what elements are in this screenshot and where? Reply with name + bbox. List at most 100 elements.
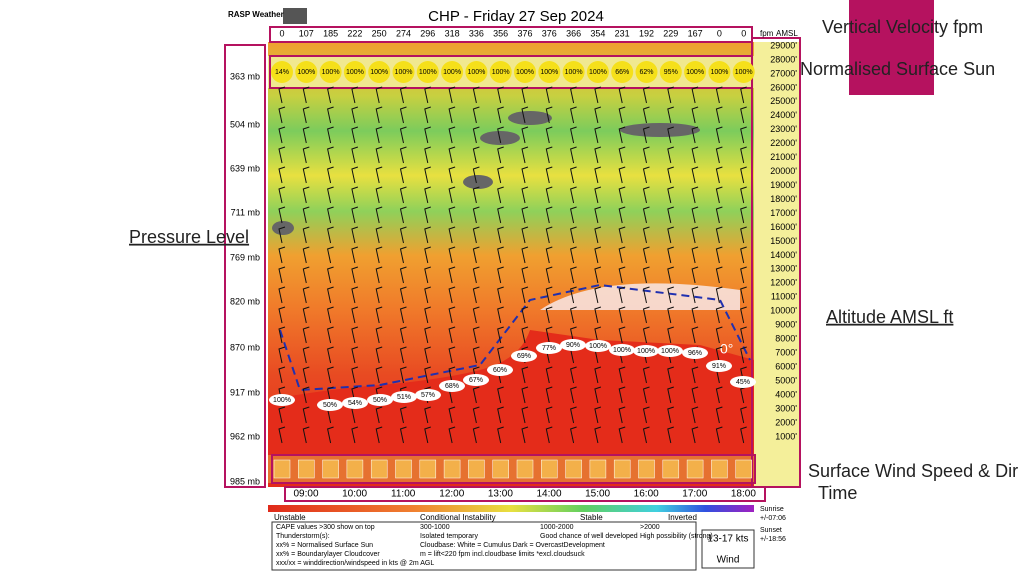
wind-barb <box>327 426 334 444</box>
wind-barb <box>448 406 456 424</box>
wind-label-bg <box>735 459 752 479</box>
annotation: Altitude AMSL ft <box>826 307 953 327</box>
wind-barb <box>351 226 359 244</box>
wind-label-bg <box>370 459 388 479</box>
vertical-velocity: 318 <box>445 28 460 38</box>
time: 11:00 <box>391 489 416 500</box>
surface-sun: 95% <box>664 69 678 76</box>
wind-barb <box>399 246 407 264</box>
wind-barb <box>472 266 480 284</box>
time: 17:00 <box>682 489 707 500</box>
vertical-velocity: 376 <box>517 28 532 38</box>
wind-barb <box>521 226 529 244</box>
wind-barb <box>448 86 456 104</box>
cloud-cover: 50% <box>323 402 337 409</box>
sun-marker <box>514 61 536 83</box>
wind-label-bg <box>565 459 582 479</box>
wind-barb <box>399 186 407 204</box>
cloud-cover-bg <box>439 380 465 392</box>
wind-label-bg <box>589 459 607 479</box>
wind-barb <box>497 326 504 344</box>
legend-text: High possibility (strong) <box>640 533 713 540</box>
wind-barb <box>497 286 504 304</box>
wind-barb <box>667 406 674 424</box>
wind-barb <box>667 326 674 344</box>
wind-barb <box>302 186 310 204</box>
wind-barb <box>448 306 456 324</box>
wind-barb <box>715 246 723 264</box>
altitude: 22000' <box>770 138 797 148</box>
wind-barb <box>740 326 747 344</box>
wind-barb <box>691 406 699 424</box>
wind-barb <box>618 306 626 324</box>
legend-text: Isolated temporary <box>420 533 478 540</box>
sun-marker <box>392 61 415 83</box>
wind-barb <box>715 266 723 284</box>
wind-barb <box>497 266 504 284</box>
wind-barb <box>424 86 431 104</box>
wind-barb <box>497 106 504 124</box>
wind-barb <box>667 186 674 204</box>
wind-barb <box>691 366 699 384</box>
wind-barb <box>618 186 626 204</box>
altitude: 11000' <box>771 292 797 302</box>
altitude: 12000' <box>770 278 797 288</box>
wind-label-bg <box>711 459 728 479</box>
wind-barb <box>472 306 480 324</box>
altitude: 21000' <box>770 152 797 162</box>
altitude-column-bg <box>754 42 800 487</box>
cloud-cover: 45% <box>736 379 750 386</box>
wind-barb <box>618 326 626 344</box>
wind-barb <box>740 406 747 424</box>
wind-label-bg <box>346 459 364 479</box>
vv-unit: fpm <box>760 29 774 38</box>
vertical-velocity: 0 <box>279 28 284 38</box>
wind-barb <box>715 306 723 324</box>
wind-barb <box>351 346 359 364</box>
wind-barb <box>715 106 723 124</box>
wind-barb <box>497 166 504 184</box>
wind-barb <box>472 286 480 304</box>
wind-barb <box>545 426 553 444</box>
wind-barb <box>594 166 602 184</box>
vertical-velocity: 222 <box>347 28 362 38</box>
wind-barb <box>399 206 407 224</box>
wind-barb <box>667 266 674 284</box>
wind-barb <box>740 306 747 324</box>
wind-barb <box>375 126 383 144</box>
cloud-cover-bg <box>585 340 611 352</box>
wind-barb <box>327 146 334 164</box>
wind-label-bg <box>322 459 339 479</box>
wind-barb <box>302 286 310 304</box>
scale-label: Inverted <box>668 513 697 522</box>
pressure-level: 639 mb <box>230 163 260 173</box>
wind-barb <box>278 186 286 204</box>
wind-barb <box>545 106 553 124</box>
wind-barb <box>545 386 553 404</box>
wind-barb <box>521 306 529 324</box>
wind-barb <box>642 226 650 244</box>
wind-barb <box>278 366 286 384</box>
wind-barb <box>521 106 529 124</box>
altitude: 13000' <box>770 264 797 274</box>
scale-label: Stable <box>580 513 603 522</box>
altitude: 24000' <box>770 110 797 120</box>
wind-barb <box>399 326 407 344</box>
wind-barb <box>715 226 723 244</box>
wind-barb <box>521 246 529 264</box>
wind-barb <box>302 146 310 164</box>
cloud-cover: 57% <box>421 392 435 399</box>
wind-barb <box>472 406 480 424</box>
wind-barb <box>302 246 310 264</box>
wind-barb <box>448 286 456 304</box>
wind-barb <box>545 126 553 144</box>
wind-barb <box>594 406 602 424</box>
wind-label-bg <box>686 459 704 479</box>
cloud-cover: 68% <box>445 383 459 390</box>
wind-barb <box>740 246 747 264</box>
altitude: 1000' <box>775 431 797 441</box>
wind-label-bg <box>468 459 485 479</box>
wind-barb <box>351 326 359 344</box>
vertical-velocity: 0 <box>741 28 746 38</box>
